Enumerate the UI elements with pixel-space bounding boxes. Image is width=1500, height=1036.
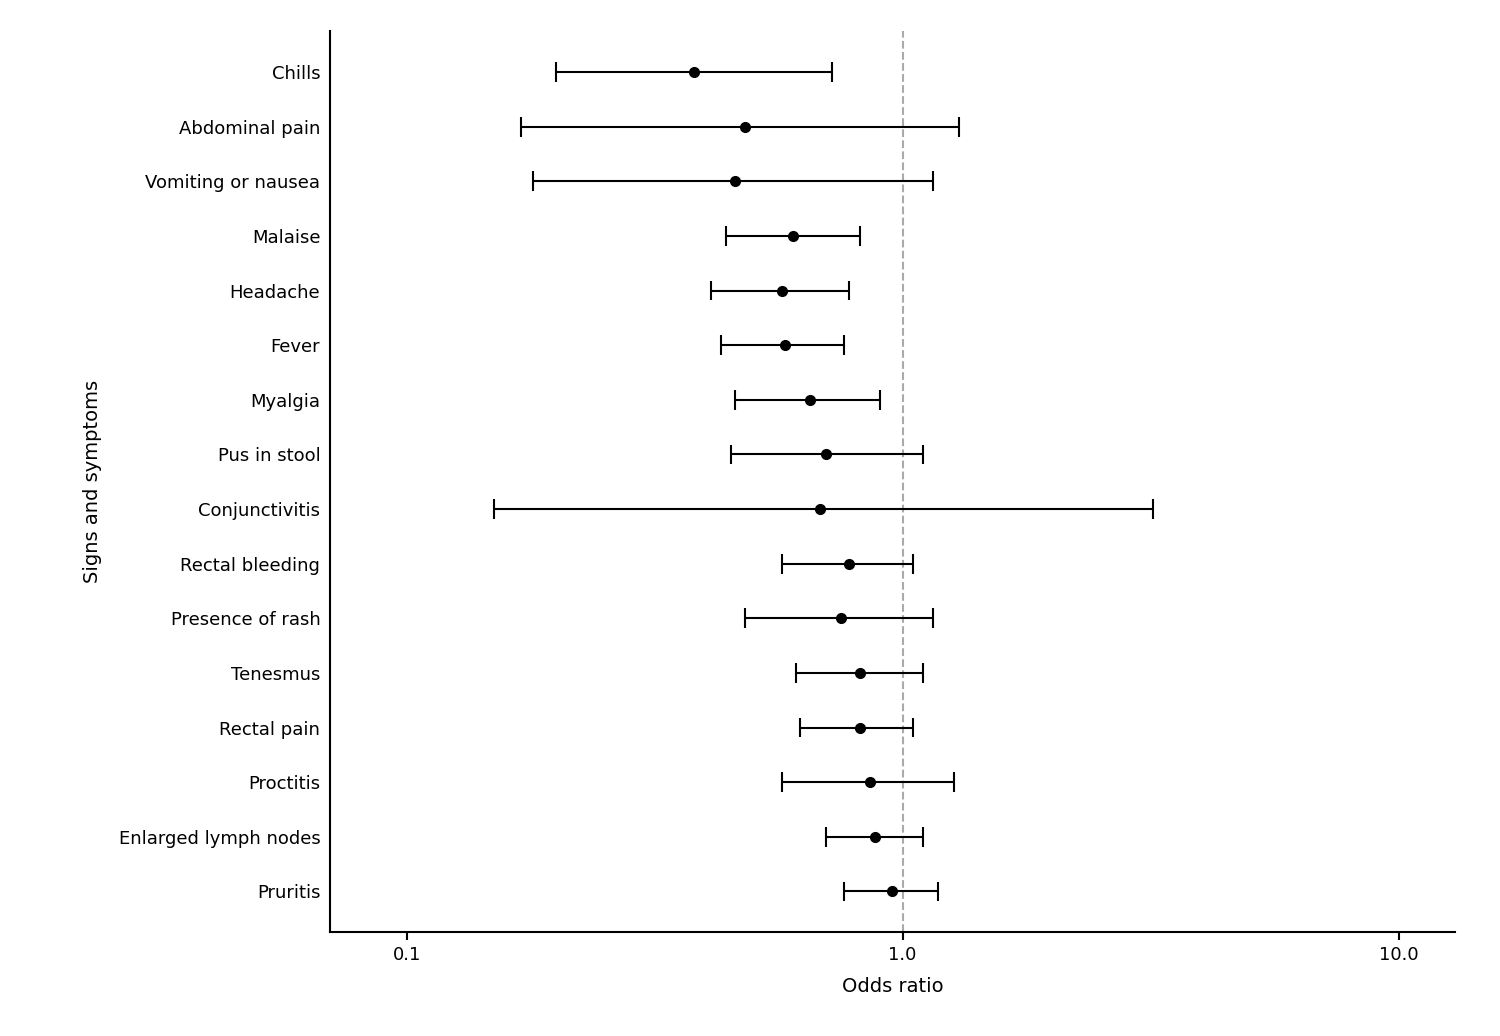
- X-axis label: Odds ratio: Odds ratio: [842, 978, 944, 997]
- Y-axis label: Signs and symptoms: Signs and symptoms: [82, 380, 102, 583]
